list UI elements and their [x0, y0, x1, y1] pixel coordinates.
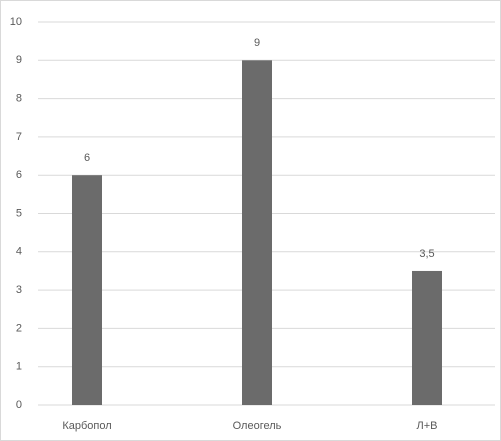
data-label: 6: [84, 152, 90, 164]
y-tick-label: 1: [16, 361, 22, 373]
x-tick-label: Карбопол: [62, 420, 111, 432]
y-tick-label: 3: [16, 284, 22, 296]
bar: [72, 175, 102, 405]
y-tick-label: 9: [16, 54, 22, 66]
y-tick-label: 8: [16, 93, 22, 105]
y-tick-label: 6: [16, 169, 22, 181]
y-tick-label: 7: [16, 131, 22, 143]
y-tick-label: 0: [16, 399, 22, 411]
data-label: 9: [254, 37, 260, 49]
x-tick-label: Л+В: [417, 420, 438, 432]
bar: [412, 270, 442, 405]
y-tick-label: 5: [16, 207, 22, 219]
y-tick-label: 4: [16, 246, 22, 258]
x-tick-label: Олеогель: [233, 420, 282, 432]
y-tick-label: 2: [16, 322, 22, 334]
y-tick-label: 10: [10, 16, 22, 28]
bar: [242, 60, 272, 406]
data-label: 3,5: [419, 248, 434, 260]
